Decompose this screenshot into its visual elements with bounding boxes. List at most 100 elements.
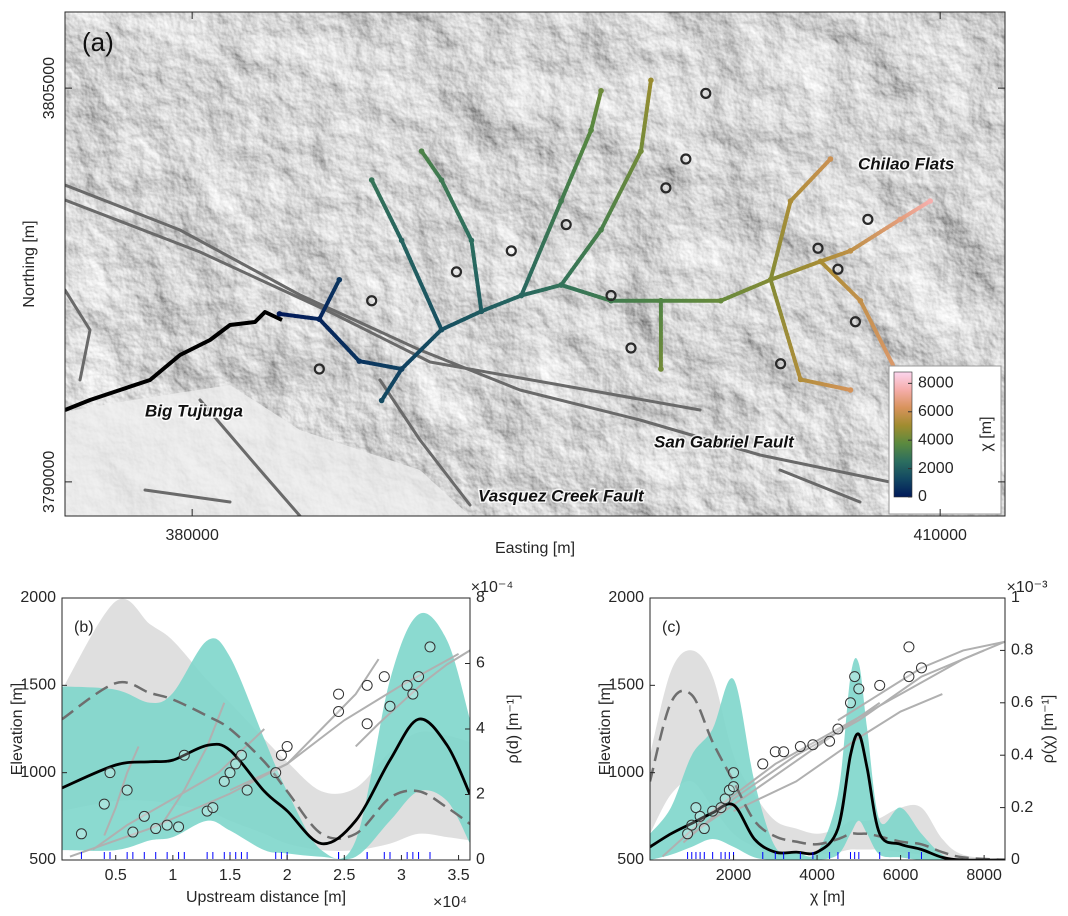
x-tick-label: 2.5 [333, 867, 355, 884]
knickpoint [122, 785, 132, 795]
channel-node [828, 156, 834, 162]
channel-node [277, 311, 283, 317]
x-tick-label: 410000 [913, 527, 966, 544]
x-tick-label: 4000 [799, 867, 835, 884]
x-tick-label: 2000 [716, 867, 752, 884]
knickpoint [695, 811, 705, 821]
panel-label: (b) [74, 619, 94, 636]
knickpoint [845, 698, 855, 708]
channel-node [648, 77, 654, 83]
river-profile [734, 694, 943, 811]
panel-label: (a) [82, 27, 114, 57]
knickpoint [174, 822, 184, 832]
channel-node [356, 358, 362, 364]
knickpoint [242, 785, 252, 795]
knickpoint [699, 824, 709, 834]
x-tick-label: 1 [168, 867, 177, 884]
colorbar-tick-label: 2000 [918, 460, 954, 477]
y-axis-label: Elevation [m] [9, 683, 26, 775]
plot-area [62, 599, 470, 860]
y2-tick-label: 4 [476, 720, 485, 737]
channel-node [369, 177, 375, 183]
channel-node [798, 377, 804, 383]
knickpoint [687, 820, 697, 830]
y2-axis-label: ρ(χ) [m⁻¹] [1040, 695, 1057, 764]
channel-node [379, 398, 385, 404]
colorbar-tick-label: 8000 [918, 375, 954, 392]
figure: (a) Big Tujunga San Gabriel Fault Vasque… [0, 0, 1068, 916]
y2-tick-label: 2 [476, 786, 485, 803]
knickpoint [408, 689, 418, 699]
channel-node [897, 217, 903, 223]
knickpoint [779, 747, 789, 757]
y2-tick-label: 0.8 [1011, 642, 1033, 659]
x-tick-label: 6000 [883, 867, 919, 884]
colorbar [894, 372, 912, 497]
y-tick-label: 2000 [20, 589, 56, 606]
y2-tick-label: 0 [1011, 851, 1020, 868]
knickpoint [231, 759, 241, 769]
knickpoint [76, 829, 86, 839]
channel-node [818, 259, 824, 265]
y-tick-label: 500 [617, 851, 644, 868]
colorbar-label: χ [m] [978, 416, 995, 451]
y2-tick-label: 0.2 [1011, 799, 1033, 816]
knickpoint [904, 642, 914, 652]
knickpoint [854, 684, 864, 694]
map-annotation: San Gabriel Fault [654, 432, 795, 451]
x-tick-label: 2 [283, 867, 292, 884]
channel-node [588, 127, 594, 133]
panel-label: (c) [662, 619, 681, 636]
channel-node [336, 277, 342, 283]
knickpoint [758, 759, 768, 769]
y2-multiplier: ×10⁻⁴ [471, 579, 514, 596]
knickpoint [236, 750, 246, 760]
channel-node [558, 282, 564, 288]
knickpoint [271, 768, 281, 778]
knickpoint [334, 707, 344, 717]
y-tick-label: 2000 [608, 589, 644, 606]
x-multiplier: ×10⁴ [433, 894, 467, 911]
x-tick-label: 1.5 [219, 867, 241, 884]
knickpoint [808, 740, 818, 750]
knickpoint [162, 820, 172, 830]
knickpoint [362, 719, 372, 729]
channel-node [638, 148, 644, 154]
knickpoint [916, 663, 926, 673]
page: (a) Big Tujunga San Gabriel Fault Vasque… [0, 0, 1068, 916]
x-tick-label: 3.5 [447, 867, 469, 884]
colorbar-tick-label: 4000 [918, 431, 954, 448]
y-axis-label: Elevation [m] [597, 683, 614, 775]
channel-node [419, 148, 425, 154]
channel-node [518, 293, 524, 299]
knickpoint [208, 803, 218, 813]
channel-node [558, 198, 564, 204]
knickpoint [379, 672, 389, 682]
channel-node [439, 177, 445, 183]
channel-node [768, 277, 774, 283]
y-tick-label: 500 [29, 851, 56, 868]
x-tick-label: 8000 [966, 867, 1002, 884]
map-annotation: Big Tujunga [145, 401, 243, 420]
y-axis-label: Northing [m] [21, 220, 38, 307]
knickpoint [105, 768, 115, 778]
knickpoint [99, 799, 109, 809]
knickpoint [414, 672, 424, 682]
channel-node [399, 366, 405, 372]
channel-node [479, 308, 485, 314]
y2-tick-label: 0.6 [1011, 694, 1033, 711]
knickpoint [850, 672, 860, 682]
knickpoint [128, 827, 138, 837]
channel-node [439, 327, 445, 333]
knickpoint [795, 741, 805, 751]
x-tick-label: 380000 [165, 527, 218, 544]
x-tick-label: 3 [397, 867, 406, 884]
knickpoint [825, 736, 835, 746]
knickpoint [875, 680, 885, 690]
channel-node [718, 298, 724, 304]
channel-node [317, 316, 323, 322]
x-axis-label: χ [m] [810, 889, 845, 906]
plot-area [650, 642, 1005, 861]
knickpoint [425, 642, 435, 652]
knickpoint [179, 750, 189, 760]
